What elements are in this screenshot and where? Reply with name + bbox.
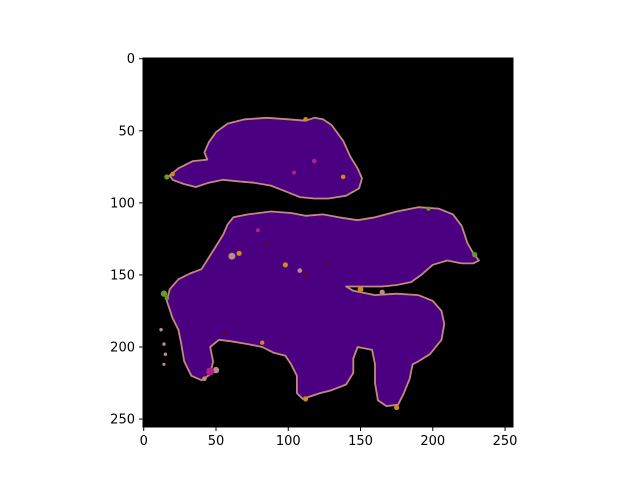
- edge-fringe-14: [302, 396, 309, 402]
- edge-fringe-0: [160, 290, 168, 297]
- edge-fringe-22: [159, 327, 163, 332]
- image-plot-area: [143, 58, 513, 427]
- edge-fringe-layer: [159, 116, 478, 411]
- x-tick-label: 0: [140, 434, 148, 449]
- spot-4: [303, 272, 308, 277]
- y-tick-label: 100: [110, 196, 135, 211]
- edge-fringe-8: [282, 262, 288, 268]
- spot-3: [264, 242, 269, 247]
- edge-fringe-3: [426, 206, 431, 211]
- x-tick-label: 50: [208, 434, 225, 449]
- x-axis-ticks: 0 50 100 150 200 250: [140, 427, 518, 449]
- y-tick-label: 150: [110, 268, 135, 283]
- edge-fringe-16: [303, 116, 308, 122]
- upper-blob-edge-fringe: [169, 117, 363, 199]
- y-tick-label: 0: [127, 52, 135, 67]
- edge-fringe-1: [164, 295, 170, 301]
- edge-fringe-20: [163, 352, 168, 356]
- y-axis-ticks: 0 50 100 150 200 250: [110, 52, 143, 428]
- spot-2: [255, 228, 260, 233]
- spot-1: [292, 170, 297, 175]
- lower-blob-edge-fringe: [166, 206, 480, 407]
- spot-layer: [206, 158, 331, 376]
- x-tick-label: 100: [276, 434, 301, 449]
- edge-fringe-17: [340, 174, 346, 180]
- image-regions: [165, 116, 480, 408]
- edge-fringe-11: [379, 289, 385, 295]
- edge-fringe-2: [472, 252, 478, 258]
- spot-0: [311, 158, 317, 164]
- edge-fringe-10: [357, 286, 364, 293]
- x-tick-label: 200: [420, 434, 445, 449]
- y-tick-label: 250: [110, 413, 135, 428]
- edge-fringe-7: [236, 250, 242, 256]
- edge-fringe-15: [394, 404, 400, 411]
- edge-fringe-6: [228, 252, 236, 260]
- x-tick-label: 150: [348, 434, 373, 449]
- edge-fringe-21: [162, 362, 166, 366]
- y-tick-label: 200: [110, 341, 135, 356]
- edge-fringe-18: [260, 340, 265, 345]
- spot-5: [222, 332, 227, 337]
- edge-fringe-5: [170, 171, 175, 177]
- spot-7: [326, 260, 331, 264]
- spot-6: [206, 367, 215, 376]
- axes-frame: [142, 57, 514, 428]
- edge-fringe-4: [164, 174, 170, 180]
- edge-fringe-19: [162, 342, 166, 346]
- edge-fringe-13: [202, 376, 207, 382]
- edge-fringe-9: [297, 268, 303, 273]
- edge-fringe-12: [212, 366, 220, 374]
- y-tick-label: 50: [118, 124, 135, 139]
- x-tick-label: 250: [493, 434, 518, 449]
